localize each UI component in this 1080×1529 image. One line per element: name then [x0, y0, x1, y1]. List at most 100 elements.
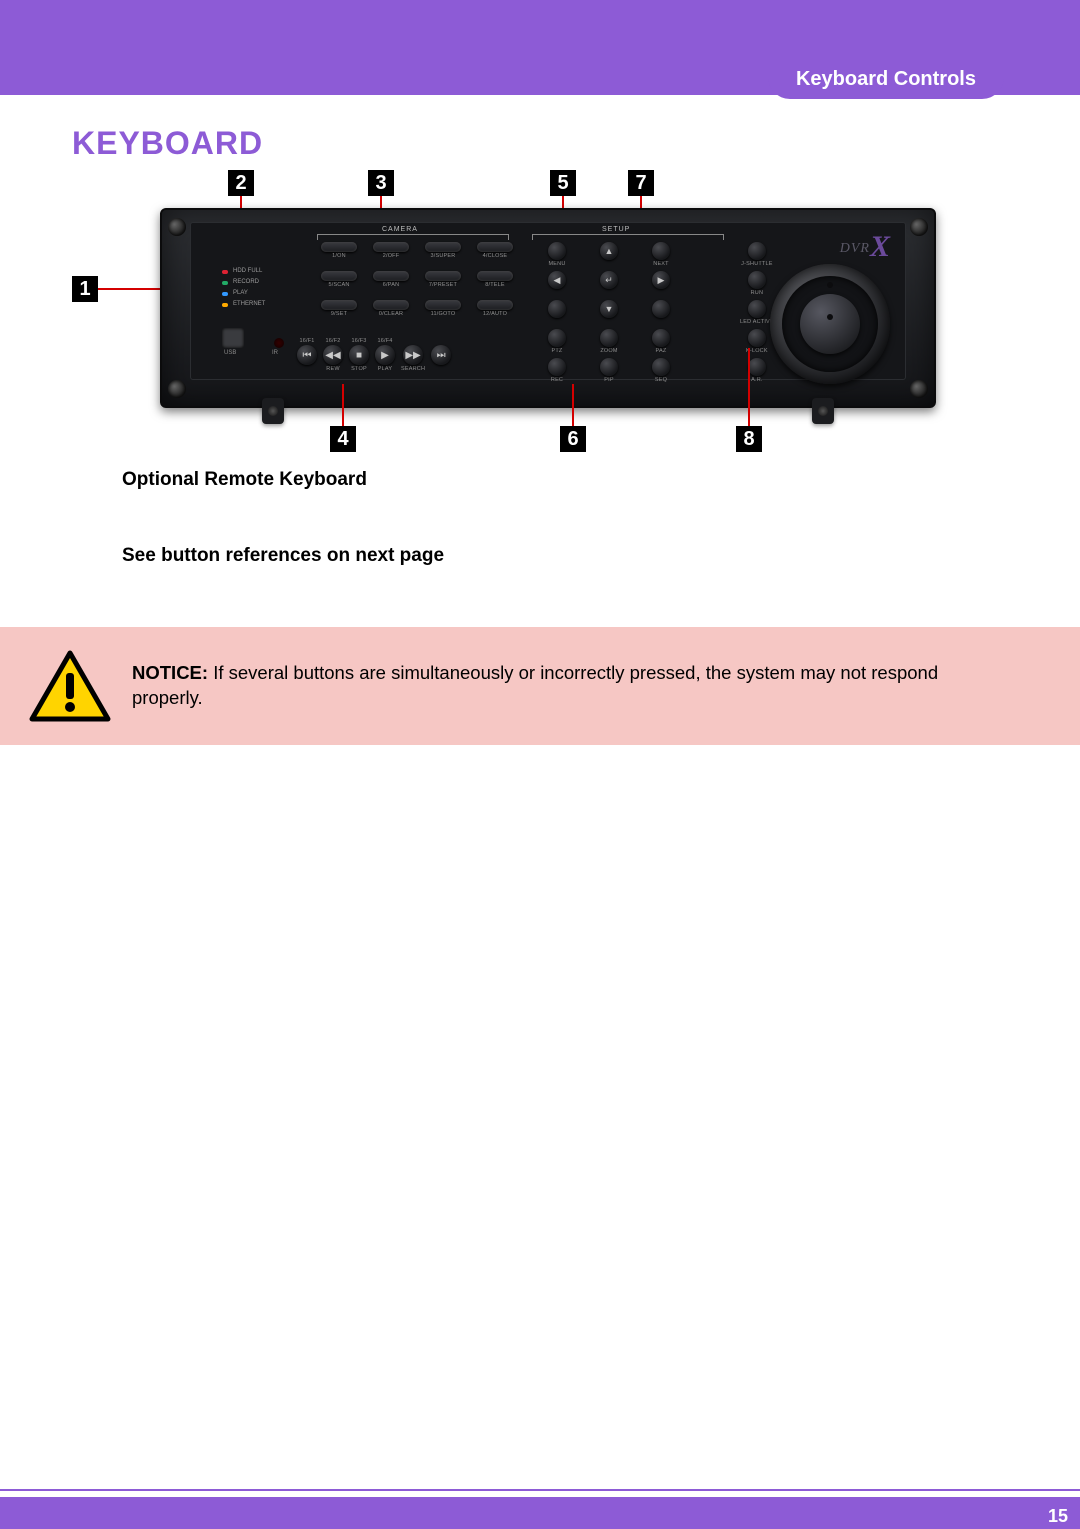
pill-button-icon — [425, 242, 461, 252]
screw-icon — [168, 218, 186, 236]
setup-button: SEQ — [636, 358, 686, 384]
button-top-label — [440, 338, 442, 344]
button-label: REW — [326, 366, 339, 372]
screw-icon — [910, 218, 928, 236]
pill-button-icon — [321, 271, 357, 281]
button-label: LED ACTIVE — [740, 319, 774, 325]
mount-foot — [812, 398, 834, 424]
callout-num-icon: 1 — [72, 276, 98, 302]
setup-button: ▲ — [584, 242, 634, 268]
led-label: PLAY — [233, 288, 248, 299]
round-button-icon — [748, 242, 766, 260]
button-label: 6/PAN — [383, 282, 400, 288]
round-button-icon: ▶ — [652, 271, 670, 289]
round-button-icon: ↵ — [600, 271, 618, 289]
pill-button-icon — [373, 300, 409, 310]
callout-num-icon: 3 — [368, 170, 394, 196]
round-button-icon: ■ — [349, 345, 369, 365]
button-label — [306, 366, 308, 372]
setup-button: ◀ — [532, 271, 582, 297]
jog-shuttle-wheel — [770, 264, 890, 384]
playback-button: 16/F4▶PLAY — [375, 338, 395, 372]
button-label: PTZ — [552, 348, 563, 354]
camera-button-grid: 1/ON2/OFF3/SUPER4/CLOSE5/SCAN6/PAN7/PRES… — [314, 242, 520, 326]
round-button-icon — [652, 358, 670, 376]
setup-button: NEXT — [636, 242, 686, 268]
notice-band: NOTICE: If several buttons are simultane… — [0, 627, 1080, 745]
aux-button: J-SHUTTLE — [740, 242, 774, 267]
warning-icon — [28, 649, 112, 723]
round-button-icon — [652, 300, 670, 318]
playback-button: 16/F2◀◀REW — [323, 338, 343, 372]
callout-num-icon: 8 — [736, 426, 762, 452]
button-top-label — [412, 338, 414, 344]
top-band: Keyboard Controls — [0, 0, 1080, 95]
leader-line — [748, 348, 750, 426]
camera-button: 4/CLOSE — [470, 242, 520, 268]
button-label: SEARCH — [401, 366, 425, 372]
device-panel: HDD FULL RECORD PLAY ETHERNET USB IR DVR… — [160, 208, 936, 408]
button-label: PLAY — [378, 366, 392, 372]
notice-text: NOTICE: If several buttons are simultane… — [132, 661, 998, 711]
setup-button: PTZ — [532, 329, 582, 355]
pill-button-icon — [373, 242, 409, 252]
button-label — [440, 366, 442, 372]
button-label: PAZ — [656, 348, 667, 354]
round-button-icon: ▶▶ — [403, 345, 423, 365]
round-button-icon — [652, 242, 670, 260]
button-label: SEQ — [655, 377, 667, 383]
round-button-icon — [652, 329, 670, 347]
notice-label: NOTICE: — [132, 662, 208, 683]
aux-button: RUN — [740, 271, 774, 296]
round-button-icon: ▼ — [600, 300, 618, 318]
usb-label: USB — [224, 350, 236, 356]
round-button-icon: ◀◀ — [323, 345, 343, 365]
round-button-icon — [600, 358, 618, 376]
button-label: RUN — [751, 290, 764, 296]
ir-label: IR — [272, 350, 278, 356]
logo-prefix: DVR — [840, 241, 870, 256]
round-button-icon — [748, 300, 766, 318]
camera-button: 11/GOTO — [418, 300, 468, 326]
setup-section-label: SETUP — [602, 226, 630, 233]
led-label: RECORD — [233, 277, 259, 288]
leader-line — [342, 384, 344, 426]
footer-hairline — [0, 1489, 1080, 1491]
setup-button: ↵ — [584, 271, 634, 297]
leader-line — [572, 384, 574, 426]
aux-button: LED ACTIVE — [740, 300, 774, 325]
jog-inner — [800, 294, 860, 354]
page-title: KEYBOARD — [72, 125, 998, 162]
playback-row: 16/F1⏮ 16/F2◀◀REW16/F3■STOP16/F4▶PLAY ▶▶… — [297, 338, 451, 372]
button-label: 2/OFF — [383, 253, 400, 259]
callout-8: 8 — [736, 348, 762, 452]
button-top-label: 16/F1 — [299, 338, 314, 344]
pill-button-icon — [477, 300, 513, 310]
setup-button — [532, 300, 582, 326]
setup-button: PAZ — [636, 329, 686, 355]
round-button-icon — [548, 242, 566, 260]
camera-button: 12/AUTO — [470, 300, 520, 326]
camera-button: 3/SUPER — [418, 242, 468, 268]
pill-button-icon — [373, 271, 409, 281]
screw-icon — [910, 380, 928, 398]
button-label: MENU — [549, 261, 566, 267]
callout-1: 1 — [72, 276, 162, 302]
button-label: J-SHUTTLE — [741, 261, 772, 267]
button-label: 0/CLEAR — [379, 311, 403, 317]
round-button-icon — [548, 329, 566, 347]
footer-stripe: 15 — [0, 1497, 1080, 1529]
camera-button: 6/PAN — [366, 271, 416, 297]
camera-button: 8/TELE — [470, 271, 520, 297]
button-label: 5/SCAN — [328, 282, 349, 288]
usb-port-icon — [222, 328, 244, 348]
callout-num-icon: 4 — [330, 426, 356, 452]
button-label: 4/CLOSE — [483, 253, 508, 259]
status-leds: HDD FULL RECORD PLAY ETHERNET — [222, 266, 265, 310]
playback-button: ⏭ — [431, 338, 451, 372]
keyboard-diagram: 2 3 5 7 1 HDD — [72, 168, 972, 463]
camera-button: 1/ON — [314, 242, 364, 268]
round-button-icon: ▲ — [600, 242, 618, 260]
setup-button: REC — [532, 358, 582, 384]
camera-section-label: CAMERA — [382, 226, 418, 233]
